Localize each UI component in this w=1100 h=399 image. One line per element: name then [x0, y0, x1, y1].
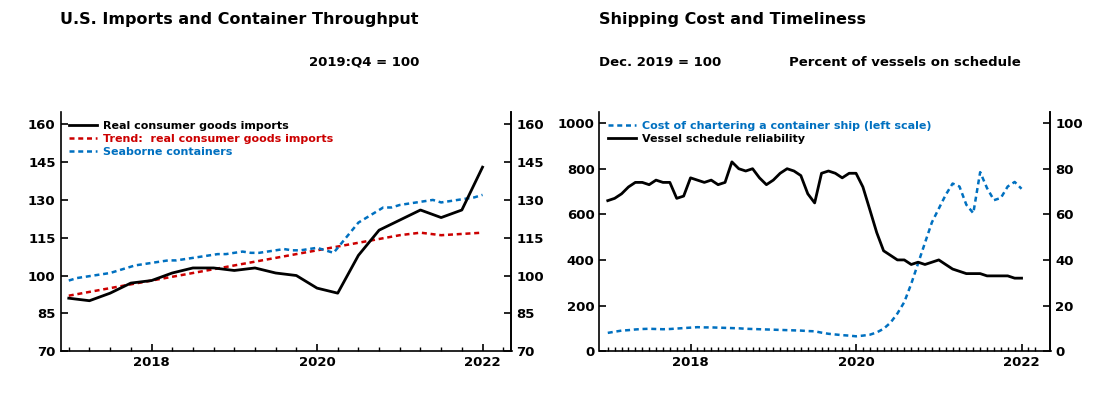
Text: Shipping Cost and Timeliness: Shipping Cost and Timeliness	[600, 12, 867, 27]
Text: Dec. 2019 = 100: Dec. 2019 = 100	[600, 56, 722, 69]
Text: 2019:Q4 = 100: 2019:Q4 = 100	[308, 56, 419, 69]
Text: Percent of vessels on schedule: Percent of vessels on schedule	[789, 56, 1021, 69]
Text: U.S. Imports and Container Throughput: U.S. Imports and Container Throughput	[60, 12, 419, 27]
Legend: Real consumer goods imports, Trend:  real consumer goods imports, Seaborne conta: Real consumer goods imports, Trend: real…	[66, 117, 337, 161]
Legend: Cost of chartering a container ship (left scale), Vessel schedule reliability: Cost of chartering a container ship (lef…	[605, 117, 935, 147]
